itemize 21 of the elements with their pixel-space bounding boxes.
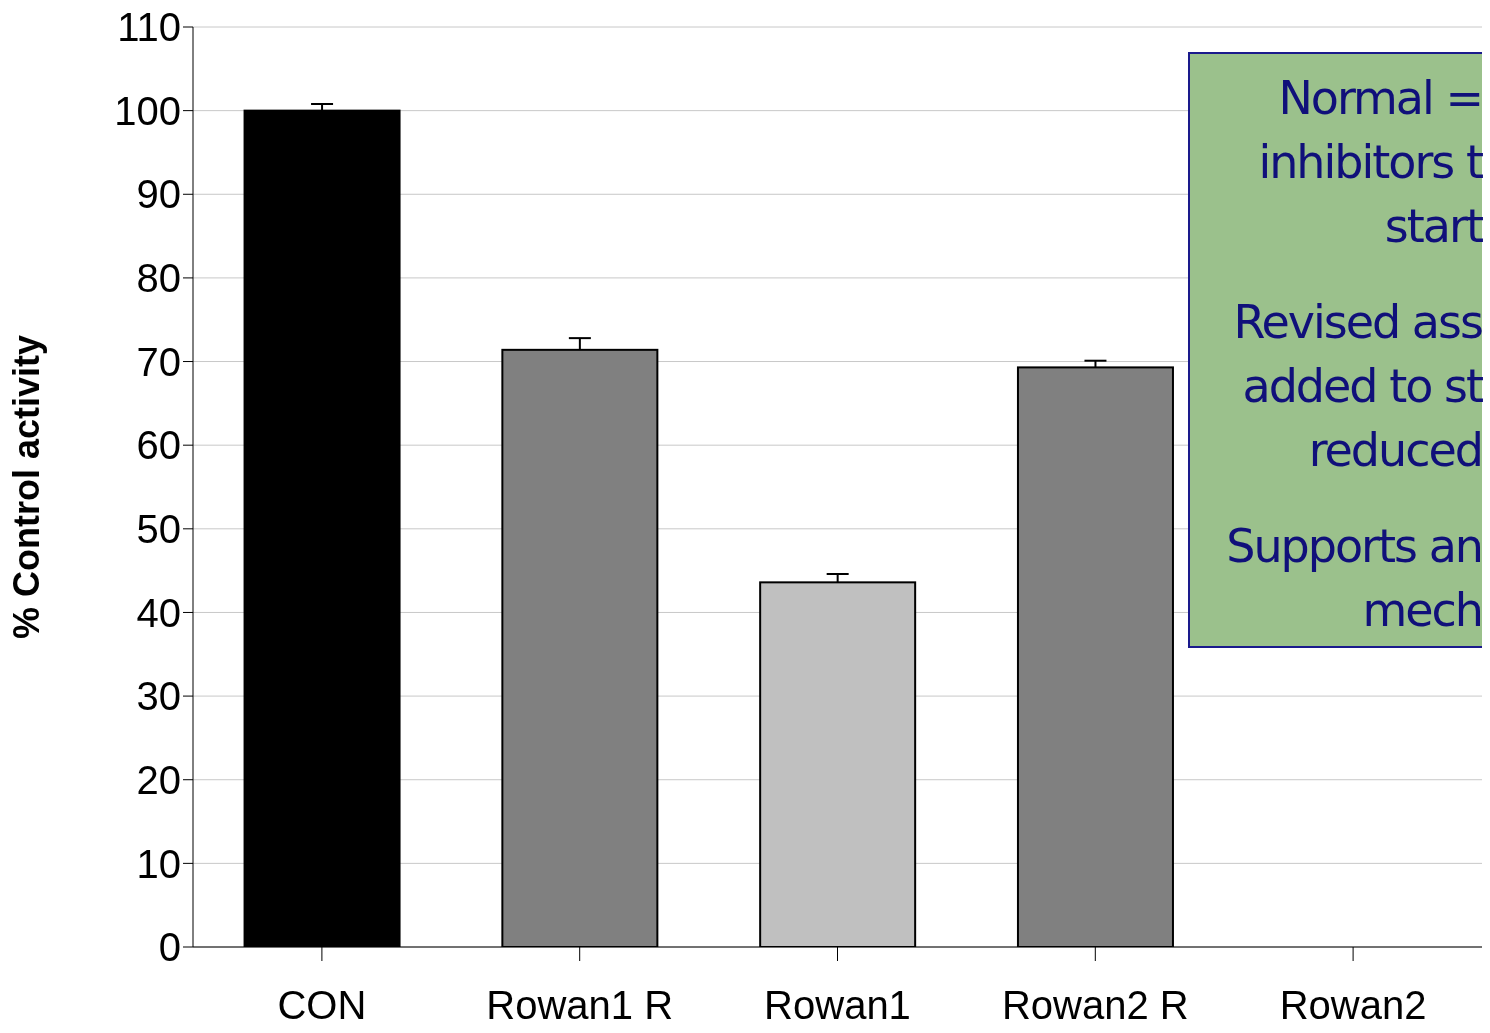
x-tick-label: Rowan1 bbox=[764, 983, 911, 1028]
annotation: Supports an mech bbox=[1225, 518, 1482, 639]
x-tick-label: Rowan1 R bbox=[486, 983, 674, 1028]
annotation: Revised ass added to st reduced bbox=[1232, 294, 1482, 479]
y-axis-title: % Control activity bbox=[5, 334, 47, 640]
x-tick-label: Rowan2 R bbox=[1001, 983, 1189, 1028]
y-tick-label: 50 bbox=[136, 507, 181, 552]
annotation: Normal = inhibitors t start bbox=[1257, 70, 1482, 255]
y-tick-label: 10 bbox=[136, 841, 181, 886]
y-tick-label: 20 bbox=[136, 757, 181, 802]
y-tick-label: 60 bbox=[136, 423, 181, 468]
x-tick-label: CON bbox=[277, 983, 367, 1028]
y-tick-label: 0 bbox=[158, 925, 181, 970]
y-tick-label: 70 bbox=[136, 339, 181, 384]
y-tick-label: 100 bbox=[114, 88, 181, 133]
x-tick-label: Rowan2 bbox=[1279, 983, 1427, 1028]
y-tick-label: 90 bbox=[136, 172, 181, 217]
y-tick-label: 110 bbox=[117, 5, 181, 50]
y-tick-label: 30 bbox=[136, 674, 181, 719]
y-tick-label: 80 bbox=[136, 256, 181, 301]
y-tick-label: 40 bbox=[136, 590, 181, 635]
